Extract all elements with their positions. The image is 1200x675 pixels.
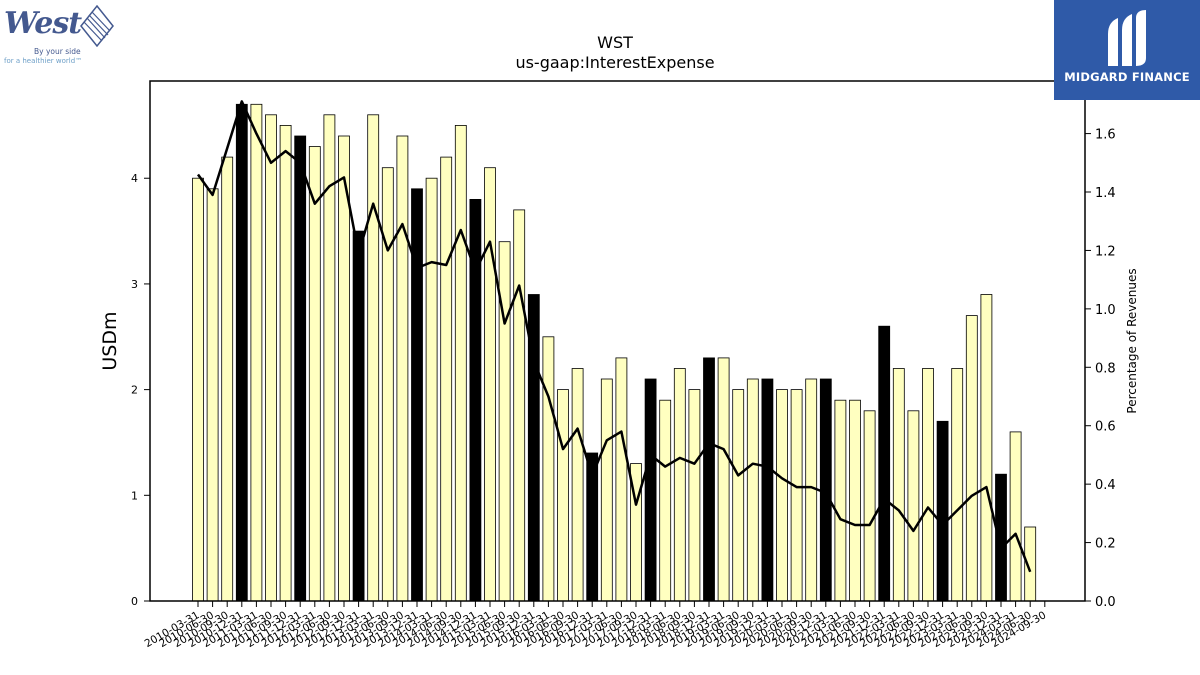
bar-2018-09-30	[688, 389, 701, 602]
bar-2020-12-31	[819, 378, 832, 602]
bar-2017-03-31	[600, 378, 613, 602]
y2-tick-label-0.4: 0.4	[1095, 478, 1116, 493]
bar-2012-09-30	[338, 135, 350, 602]
midgard-finance-logo: MIDGARD FINANCE	[1054, 0, 1200, 100]
bar-2013-09-30	[396, 135, 409, 602]
west-logo: West By your side for a healthier world™	[4, 4, 116, 68]
y2-axis-label: Percentage of Revenues	[1125, 268, 1139, 413]
y2-tick-label-1.4: 1.4	[1095, 186, 1116, 201]
bar-2022-06-30	[907, 410, 920, 602]
bar-2019-03-31	[717, 357, 730, 602]
y2-tick-label-1.6: 1.6	[1095, 128, 1116, 143]
bar-2019-09-30	[746, 378, 759, 602]
bar-2022-09-30	[922, 368, 934, 602]
y2-tick-label-0.8: 0.8	[1095, 361, 1116, 376]
bar-2014-03-31	[425, 177, 438, 602]
bar-2024-03-31	[1009, 431, 1022, 602]
midgard-mark-icon	[1108, 10, 1146, 66]
bar-2010-12-31	[235, 103, 248, 602]
bar-2013-06-30	[381, 167, 394, 602]
bar-2014-06-30	[440, 156, 453, 602]
bar-2021-09-30	[863, 410, 876, 602]
bar-2020-03-31	[776, 389, 788, 602]
y-tick-label-3: 3	[131, 278, 138, 291]
y-tick-label-1: 1	[131, 489, 138, 502]
bar-2011-06-30	[265, 114, 277, 602]
bar-2023-06-30	[965, 315, 978, 602]
bar-2016-03-31	[542, 336, 555, 602]
y-tick-label-4: 4	[131, 172, 138, 185]
y2-tick-label-1.0: 1.0	[1095, 303, 1116, 318]
chart-title: WST	[597, 33, 633, 52]
west-logo-word: West	[4, 6, 82, 41]
y-tick-label-2: 2	[131, 384, 138, 397]
bar-2013-03-31	[367, 114, 380, 602]
bar-2020-06-30	[790, 389, 803, 602]
y2-tick-label-0.6: 0.6	[1095, 420, 1116, 435]
bar-2012-03-31	[308, 146, 321, 602]
bar-2010-09-30	[221, 156, 234, 602]
y-axis-label: USDm	[99, 311, 121, 370]
bar-2022-03-31	[892, 368, 905, 602]
bar-2019-12-31	[761, 378, 774, 602]
bar-2020-09-30	[805, 378, 818, 602]
bar-2016-06-30	[557, 389, 569, 602]
y2-tick-label-1.2: 1.2	[1095, 244, 1116, 259]
bar-2018-03-31	[659, 399, 672, 602]
west-logo-subtagline: for a healthier world™	[4, 57, 83, 65]
bar-2023-09-30	[980, 294, 993, 602]
chart-subtitle: us-gaap:InterestExpense	[515, 53, 714, 72]
bar-2011-12-31	[294, 135, 307, 602]
bar-2017-06-30	[615, 357, 628, 602]
west-logo-tagline: By your side	[34, 47, 81, 56]
bar-2017-12-31	[644, 378, 657, 602]
bar-2011-09-30	[279, 125, 292, 602]
y2-tick-label-0.0: 0.0	[1095, 595, 1116, 610]
midgard-finance-name: MIDGARD FINANCE	[1064, 70, 1190, 84]
bar-2021-12-31	[878, 325, 891, 602]
bar-2018-06-30	[673, 368, 686, 602]
bar-2012-12-31	[352, 230, 365, 602]
bar-2019-06-30	[732, 389, 745, 602]
bar-2021-06-30	[849, 399, 861, 602]
plot-frame	[149, 80, 1086, 602]
bar-2016-09-30	[571, 368, 584, 602]
bar-2010-06-30	[206, 188, 219, 602]
bar-2021-03-31	[834, 399, 847, 602]
bar-2022-12-31	[936, 420, 949, 602]
bar-2015-09-30	[513, 209, 526, 602]
bar-2018-12-31	[703, 357, 715, 602]
y-tick-label-0: 0	[131, 595, 138, 608]
west-diamond-icon	[80, 5, 114, 47]
bar-2011-03-31	[250, 103, 263, 602]
bar-2014-09-30	[454, 125, 467, 602]
bar-2013-12-31	[411, 188, 423, 602]
bar-2010-03-31	[192, 177, 204, 602]
y2-tick-label-0.2: 0.2	[1095, 537, 1116, 552]
percentage-of-revenues-line	[196, 100, 1032, 573]
bar-2023-03-31	[951, 368, 964, 602]
bar-2015-03-31	[484, 167, 496, 602]
